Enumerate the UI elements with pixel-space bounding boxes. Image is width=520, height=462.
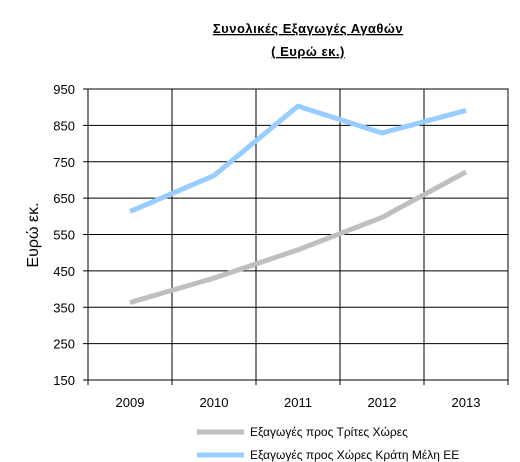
- legend-label-1: Εξαγωγές προς Τρίτες Χώρες: [250, 425, 408, 439]
- y-tick-label: 950: [53, 82, 75, 97]
- y-tick-label: 550: [53, 228, 75, 243]
- gridlines: [88, 124, 508, 345]
- series-line-2: [129, 103, 467, 214]
- legend-label-2: Εξαγωγές προς Χώρες Κράτη Μέλη ΕΕ: [250, 448, 459, 462]
- y-tick-label: 250: [53, 337, 75, 352]
- y-axis-ticks: 150 250 350 450 550 650 750 850 950: [53, 82, 88, 388]
- y-tick-label: 650: [53, 191, 75, 206]
- series-lines: [129, 103, 468, 305]
- x-tick-label: 2009: [116, 395, 145, 410]
- x-tick-label: 2010: [200, 395, 229, 410]
- x-tick-label: 2012: [368, 395, 397, 410]
- x-tick-label: 2011: [284, 395, 312, 410]
- series-line-1: [129, 169, 468, 305]
- x-axis-ticks: 2009 2010 2011 2012 2013: [87, 380, 509, 410]
- y-tick-label: 850: [53, 118, 75, 133]
- y-tick-label: 450: [53, 264, 75, 279]
- y-tick-label: 750: [53, 155, 75, 170]
- chart-title: Συνολικές Εξαγωγές Αγαθών: [213, 21, 403, 36]
- chart-subtitle: ( Ευρώ εκ.): [271, 44, 345, 59]
- y-tick-label: 350: [53, 300, 75, 315]
- y-axis-label: Ευρώ εκ.: [25, 202, 42, 267]
- y-tick-label: 150: [53, 373, 75, 388]
- x-tick-label: 2013: [452, 395, 481, 410]
- legend: Εξαγωγές προς Τρίτες Χώρες Εξαγωγές προς …: [197, 425, 459, 462]
